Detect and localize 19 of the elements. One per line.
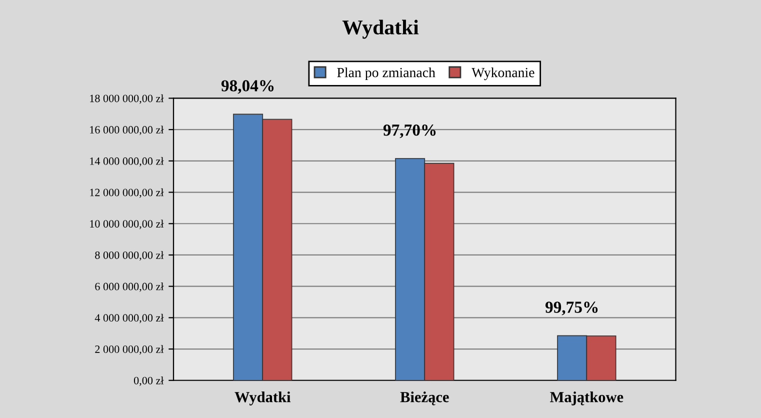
y-tick-label: 8 000 000,00 zł bbox=[95, 251, 164, 261]
y-tick-label: 4 000 000,00 zł bbox=[94, 314, 164, 324]
annotation: 98,04% bbox=[221, 80, 274, 94]
y-tick-label: 16 000 000,00 zł bbox=[90, 126, 164, 136]
y-tick-label: 18 000 000,00 zł bbox=[90, 94, 164, 104]
y-tick-label: 14 000 000,00 zł bbox=[90, 157, 164, 166]
legend-label: Wykonanie bbox=[472, 67, 534, 80]
y-tick-label: 0,00 zł bbox=[134, 376, 164, 386]
y-tick-label: 10 000 000,00 zł bbox=[90, 220, 164, 230]
y-tick-label: 6 000 000,00 zł bbox=[95, 282, 164, 292]
annotation: 97,70% bbox=[383, 124, 436, 138]
x-tick-label: Majątkowe bbox=[550, 391, 624, 406]
x-tick-label: Bieżące bbox=[400, 391, 449, 406]
annotation: 99,75% bbox=[545, 302, 598, 316]
x-tick-label: Wydatki bbox=[234, 391, 291, 406]
chart-title: Wydatki bbox=[342, 20, 419, 39]
y-tick-label: 12 000 000,00 zł bbox=[90, 188, 164, 198]
legend-label: Plan po zmianach bbox=[337, 67, 436, 80]
y-tick-label: 2 000 000,00 zł bbox=[95, 345, 164, 355]
